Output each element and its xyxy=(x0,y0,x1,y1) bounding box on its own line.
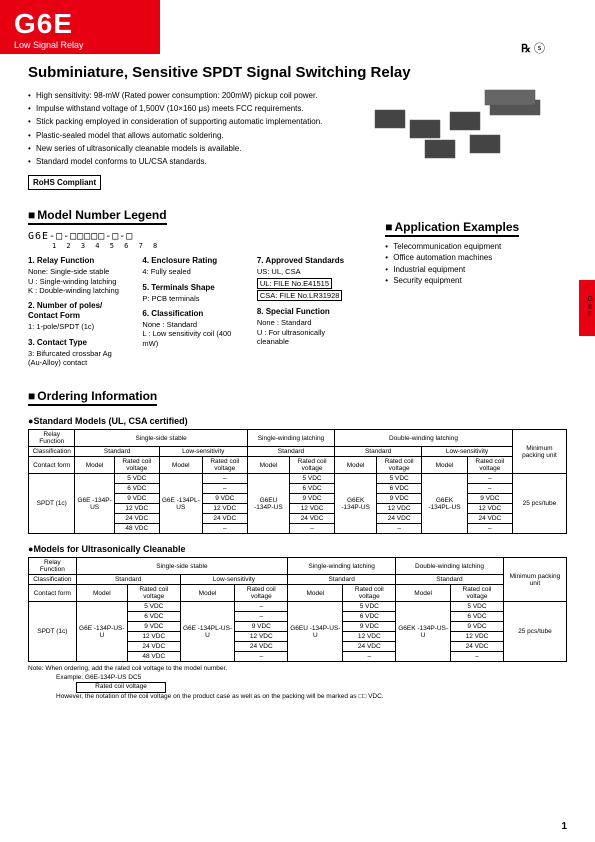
app-item: Office automation machines xyxy=(385,252,567,263)
data-table: Relay FunctionSingle-side stableSingle-w… xyxy=(28,429,567,534)
subsection-ultrasonic: Models for Ultrasonically Cleanable xyxy=(28,544,567,554)
cert-marks: ℞ ⓢ xyxy=(521,40,545,56)
feature-item: Plastic-sealed model that allows automat… xyxy=(28,130,567,141)
product-subtitle: Low Signal Relay xyxy=(14,40,146,50)
feature-item: Standard model conforms to UL/CSA standa… xyxy=(28,156,567,167)
app-item: Industrial equipment xyxy=(385,264,567,275)
feature-item: High sensitivity: 98-mW (Rated power con… xyxy=(28,90,567,101)
subsection-standard: Standard Models (UL, CSA certified) xyxy=(28,416,567,426)
feature-item: Impulse withstand voltage of 1,500V (10×… xyxy=(28,103,567,114)
section-applications: Application Examples xyxy=(385,220,519,237)
ultrasonic-models-table: Relay FunctionSingle-side stableSingle-w… xyxy=(28,557,567,662)
ordering-note: Note: When ordering, add the rated coil … xyxy=(28,665,567,701)
standard-models-table: Relay FunctionSingle-side stableSingle-w… xyxy=(28,429,567,534)
feature-item: Stick packing employed in consideration … xyxy=(28,116,567,127)
legend-columns: 1. Relay FunctionNone: Single-side stabl… xyxy=(28,256,355,373)
rohs-badge: RoHS Compliant xyxy=(28,175,101,190)
side-label: G6E xyxy=(588,296,593,319)
product-banner: G6E Low Signal Relay xyxy=(0,0,160,54)
section-ordering: Ordering Information xyxy=(28,389,157,406)
page-number: 1 xyxy=(561,821,567,832)
feature-item: New series of ultrasonically cleanable m… xyxy=(28,143,567,154)
legend-pattern: G6E-□-□□□□□-□-□ xyxy=(28,231,355,242)
application-list: Telecommunication equipmentOffice automa… xyxy=(385,241,567,286)
app-item: Telecommunication equipment xyxy=(385,241,567,252)
section-model-legend: Model Number Legend xyxy=(28,208,167,225)
app-item: Security equipment xyxy=(385,275,567,286)
data-table: Relay FunctionSingle-side stableSingle-w… xyxy=(28,557,567,662)
legend-numbers: 1 2 3 4 5 6 7 8 xyxy=(28,242,355,250)
product-code: G6E xyxy=(14,8,146,40)
